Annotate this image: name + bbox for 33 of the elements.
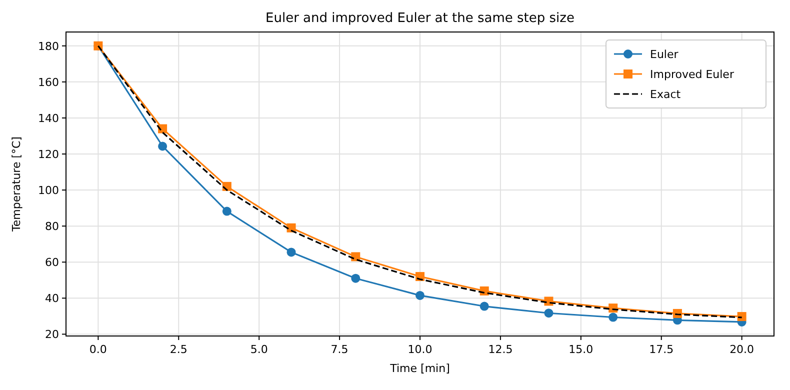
- y-axis-title: Temperature [°C]: [10, 136, 23, 232]
- x-tick-label: 15.0: [568, 343, 594, 356]
- point: [351, 274, 360, 283]
- point: [158, 142, 168, 151]
- legend-label: Improved Euler: [650, 68, 734, 81]
- y-tick-label: 140: [38, 112, 59, 125]
- x-tick-label: 7.5: [330, 343, 348, 356]
- legend-label: Euler: [650, 48, 679, 61]
- y-tick-label: 20: [45, 328, 59, 342]
- point: [480, 302, 489, 311]
- x-tick-label: 10.0: [408, 343, 432, 356]
- x-axis-title: Time [min]: [389, 362, 450, 375]
- point: [286, 248, 296, 257]
- point: [222, 206, 232, 216]
- y-tick-label: 180: [38, 40, 59, 53]
- y-tick-label: 40: [45, 292, 59, 306]
- y-tick-label: 100: [38, 184, 59, 198]
- x-tick-label: 20.0: [730, 343, 754, 356]
- x-tick-label: 12.5: [488, 343, 513, 356]
- point: [608, 312, 618, 322]
- y-tick-label: 120: [38, 148, 59, 161]
- y-tick-label: 160: [38, 76, 59, 89]
- y-tick-label: 60: [45, 256, 59, 270]
- x-tick-label: 0.0: [89, 343, 107, 356]
- x-tick-label: 5.0: [250, 343, 268, 356]
- chart-title: Euler and improved Euler at the same step size: [266, 11, 574, 26]
- y-tick-label: 80: [45, 220, 59, 234]
- x-tick-label: 2.5: [170, 343, 188, 356]
- x-tick-label: 17.5: [649, 343, 674, 356]
- point: [737, 312, 746, 322]
- point: [416, 290, 424, 300]
- legend-label: Exact: [650, 88, 682, 101]
- point: [544, 308, 554, 318]
